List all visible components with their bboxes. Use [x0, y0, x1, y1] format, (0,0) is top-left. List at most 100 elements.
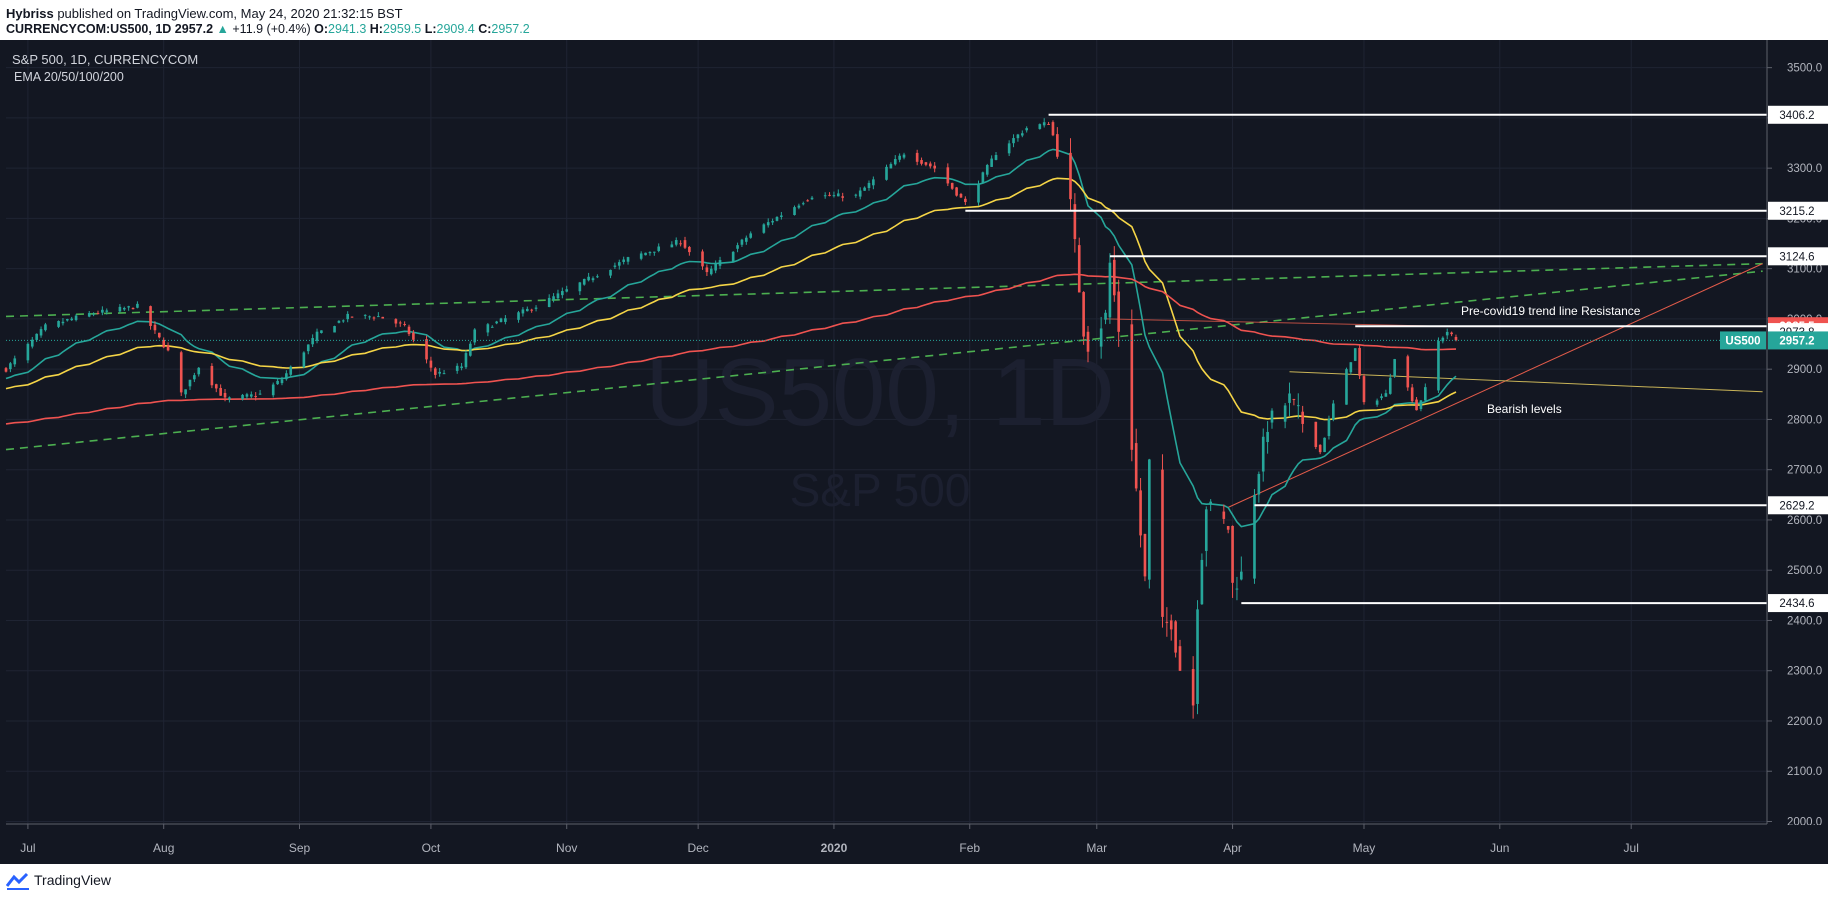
- ema-20-line: [5, 148, 1457, 528]
- high-value: 2959.5: [382, 22, 422, 36]
- candle-body: [333, 326, 336, 333]
- candle-body: [1108, 262, 1112, 318]
- annotation-bearish: Bearish levels: [1487, 402, 1562, 416]
- author-name[interactable]: Hybriss: [6, 6, 54, 21]
- candle-body: [1130, 324, 1134, 450]
- price-axis[interactable]: [1766, 40, 1828, 824]
- time-axis[interactable]: [0, 823, 1828, 864]
- candle-body: [1204, 509, 1208, 551]
- candle-body: [214, 384, 218, 389]
- level-price-tag-bg: [1768, 105, 1828, 124]
- candle-body: [547, 297, 551, 308]
- candlestick-chart[interactable]: US500, 1D S&P 500 S&P 500, 1D, CURRENCYC…: [0, 40, 1828, 864]
- candle-body: [70, 318, 74, 321]
- candle-body: [1139, 490, 1142, 536]
- candle-body: [521, 309, 525, 314]
- candle-body: [1296, 405, 1300, 407]
- candle-body: [797, 205, 801, 208]
- level-price-tag-bg: [1768, 247, 1828, 266]
- candle-body: [149, 306, 152, 326]
- candle-body: [469, 343, 472, 356]
- candle-body: [1099, 328, 1103, 347]
- candle-body: [118, 306, 122, 312]
- candle-body: [1270, 410, 1274, 423]
- price-tick-label: 2700.0: [1787, 465, 1822, 477]
- candle-body: [486, 324, 490, 333]
- candle-body: [337, 320, 341, 323]
- candle-body: [1318, 444, 1322, 453]
- candle-body: [806, 200, 809, 202]
- candle-body: [35, 333, 38, 340]
- tradingview-logo-icon[interactable]: [6, 872, 30, 890]
- candle-body: [280, 379, 284, 384]
- candle-body: [679, 243, 682, 245]
- candle-body: [828, 194, 831, 196]
- candle-body: [394, 319, 398, 324]
- candle-body: [626, 257, 630, 262]
- candle-body: [276, 380, 279, 385]
- trend-line-lower: [5, 270, 1763, 451]
- price-change: +11.9 (+0.4%): [232, 22, 311, 36]
- footer-brand[interactable]: TradingView: [34, 872, 112, 888]
- support-line: [1227, 263, 1763, 508]
- candle-body: [1415, 399, 1418, 411]
- candle-body: [258, 393, 262, 395]
- candle-body: [13, 358, 17, 365]
- candle-body: [210, 365, 214, 386]
- open-label: O:: [314, 22, 329, 36]
- last-price: 2957.2: [174, 22, 214, 36]
- candle-body: [985, 165, 989, 175]
- candle-body: [158, 332, 161, 338]
- candle-body: [1077, 245, 1081, 293]
- candle-body: [44, 324, 47, 331]
- candle-body: [473, 329, 477, 343]
- watermark-symbol: US500, 1D: [645, 339, 1115, 446]
- candle-body: [241, 394, 244, 399]
- candle-body: [285, 373, 288, 380]
- candle-body: [1161, 469, 1164, 617]
- candle-body: [639, 253, 643, 259]
- candle-body: [1038, 124, 1042, 129]
- candle-body: [977, 184, 980, 203]
- price-tags: 3406.23215.23124.62985.52973.8US5002957.…: [1720, 105, 1828, 613]
- candle-body: [228, 397, 231, 400]
- candle-body: [622, 259, 625, 262]
- symbol-tag-bg: [1720, 331, 1766, 350]
- candle-body: [306, 344, 310, 352]
- candle-body: [122, 307, 126, 310]
- legend-indicator[interactable]: EMA 20/50/100/200: [14, 70, 124, 84]
- candle-body: [460, 366, 463, 369]
- ema-200-line: [5, 273, 1457, 425]
- close-value: 2957.2: [491, 22, 530, 36]
- candle-body: [749, 233, 753, 238]
- candle-body: [1288, 393, 1291, 403]
- candle-body: [166, 345, 170, 351]
- candle-body: [1112, 259, 1116, 296]
- candle-body: [596, 276, 599, 278]
- candle-body: [841, 196, 845, 198]
- candle-body: [771, 220, 774, 223]
- level-price-tag: 3124.6: [1779, 251, 1814, 263]
- candle-body: [1148, 459, 1151, 580]
- candle-body: [981, 172, 985, 183]
- candle-body: [162, 339, 166, 348]
- candle-body: [92, 313, 95, 315]
- level-price-tag: 3215.2: [1779, 206, 1814, 218]
- candle-body: [66, 319, 69, 321]
- candle-body: [197, 367, 201, 375]
- candle-body: [893, 159, 897, 165]
- candle-body: [990, 158, 993, 167]
- candle-body: [455, 365, 459, 371]
- time-tick-label: Mar: [1086, 841, 1107, 855]
- candle-body: [674, 240, 678, 245]
- candle-body: [61, 321, 65, 324]
- candle-body: [587, 276, 590, 281]
- candle-body: [490, 326, 494, 328]
- candle-body: [517, 312, 520, 320]
- candle-body: [902, 154, 906, 158]
- candle-body: [863, 187, 866, 191]
- candle-body: [565, 289, 569, 292]
- level-price-tag: 3406.2: [1779, 110, 1814, 122]
- candle-body: [889, 164, 893, 169]
- candle-body: [731, 251, 735, 263]
